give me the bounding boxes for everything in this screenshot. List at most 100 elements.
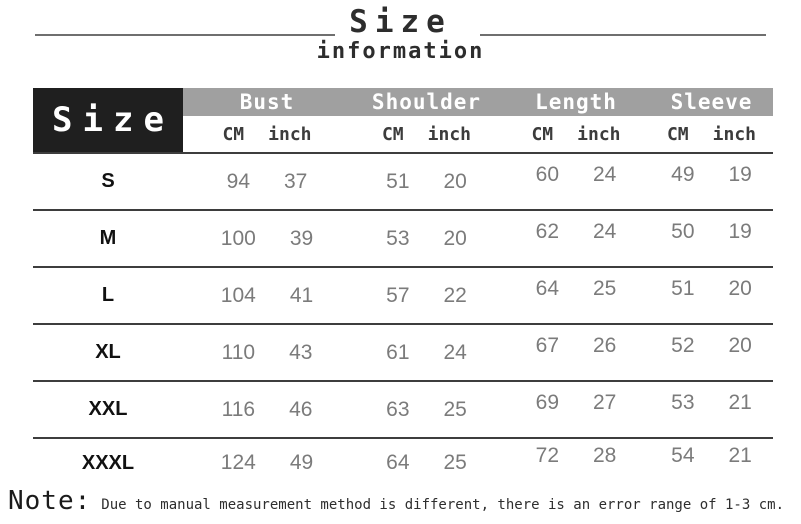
bust-values: 100 39 xyxy=(183,227,351,251)
bust-values: 94 37 xyxy=(183,170,351,194)
shoulder-cm-value: 64 xyxy=(386,451,410,474)
length-cm-value: 60 xyxy=(535,162,559,186)
sleeve-values: 52 20 xyxy=(650,334,773,358)
size-label: L xyxy=(101,284,115,306)
bust-inch-value: 49 xyxy=(289,451,314,474)
unit-row-shoulder: CM inch xyxy=(351,116,502,152)
shoulder-values: 51 20 xyxy=(351,170,502,194)
shoulder-cm-value: 53 xyxy=(386,226,410,250)
bust-values: 110 43 xyxy=(183,341,351,365)
bust-cm-value: 104 xyxy=(220,283,256,307)
bust-inch-value: 46 xyxy=(289,397,313,421)
length-values: 67 26 xyxy=(502,334,650,358)
shoulder-inch-value: 24 xyxy=(443,340,467,364)
unit-cm-label: CM xyxy=(222,123,245,145)
sleeve-values: 50 19 xyxy=(650,220,773,244)
sleeve-values: 51 20 xyxy=(650,277,773,301)
note: Note: Due to manual measurement method i… xyxy=(8,486,800,516)
note-label: Note: xyxy=(8,486,92,516)
bust-cm-value: 124 xyxy=(220,451,256,474)
bust-values: 104 41 xyxy=(183,284,351,308)
shoulder-inch-value: 20 xyxy=(443,226,467,250)
title-divider-left xyxy=(35,34,335,36)
table-row: M 100 39 53 20 62 24 50 19 xyxy=(33,209,773,266)
length-values: 60 24 xyxy=(502,163,650,187)
sleeve-cm-value: 51 xyxy=(671,276,695,300)
sleeve-cm-value: 49 xyxy=(671,162,695,186)
size-corner-label: Size xyxy=(33,88,183,152)
size-label: XXXL xyxy=(81,451,135,474)
shoulder-inch-value: 20 xyxy=(443,169,467,193)
shoulder-inch-value: 25 xyxy=(443,397,467,421)
sleeve-values: 49 19 xyxy=(650,163,773,187)
column-header-sleeve: Sleeve xyxy=(650,88,773,116)
shoulder-cm-value: 63 xyxy=(386,397,410,421)
length-inch-value: 28 xyxy=(593,444,617,467)
sleeve-cm-value: 50 xyxy=(671,219,695,243)
shoulder-inch-value: 25 xyxy=(443,451,467,474)
unit-row-sleeve: CM inch xyxy=(650,116,773,152)
unit-inch-label: inch xyxy=(712,123,757,145)
length-cm-value: 62 xyxy=(535,219,559,243)
shoulder-cm-value: 61 xyxy=(386,340,410,364)
unit-cm-label: CM xyxy=(666,123,689,145)
note-text: Due to manual measurement method is diff… xyxy=(101,497,785,513)
length-cm-value: 72 xyxy=(535,444,559,467)
length-values: 72 28 xyxy=(502,444,650,468)
shoulder-cm-value: 51 xyxy=(386,169,410,193)
bust-inch-value: 37 xyxy=(284,169,308,193)
bust-inch-value: 39 xyxy=(289,226,314,250)
length-inch-value: 24 xyxy=(593,162,617,186)
bust-values: 124 49 xyxy=(183,451,351,475)
length-values: 69 27 xyxy=(502,391,650,415)
sleeve-inch-value: 20 xyxy=(728,333,752,357)
length-inch-value: 27 xyxy=(593,390,617,414)
table-header: Size Bust Shoulder Length Sleeve CM inch… xyxy=(33,88,773,152)
shoulder-values: 61 24 xyxy=(351,341,502,365)
table-row: XL 110 43 61 24 67 26 52 20 xyxy=(33,323,773,380)
length-inch-value: 25 xyxy=(593,276,617,300)
size-label: XXL xyxy=(88,398,128,420)
length-inch-value: 26 xyxy=(593,333,617,357)
bust-cm-value: 94 xyxy=(226,169,250,193)
size-label: XL xyxy=(95,341,121,363)
sleeve-inch-value: 19 xyxy=(728,219,752,243)
sleeve-inch-value: 21 xyxy=(728,444,752,467)
sleeve-cm-value: 54 xyxy=(671,444,695,467)
size-table: Size Bust Shoulder Length Sleeve CM inch… xyxy=(33,88,773,487)
shoulder-cm-value: 57 xyxy=(386,283,410,307)
length-values: 62 24 xyxy=(502,220,650,244)
table-row: XXXL 124 49 64 25 72 28 54 21 xyxy=(33,437,773,487)
unit-inch-label: inch xyxy=(577,123,621,145)
sleeve-inch-value: 20 xyxy=(728,276,752,300)
sleeve-values: 53 21 xyxy=(650,391,773,415)
unit-cm-label: CM xyxy=(531,123,554,145)
bust-cm-value: 100 xyxy=(220,226,256,250)
sleeve-inch-value: 21 xyxy=(728,390,752,414)
column-header-length: Length xyxy=(502,88,650,116)
table-body: S 94 37 51 20 60 24 49 19 M 100 39 53 20… xyxy=(33,152,773,487)
unit-row-bust: CM inch xyxy=(183,116,351,152)
sleeve-values: 54 21 xyxy=(650,444,773,468)
size-label: S xyxy=(101,170,115,192)
sleeve-inch-value: 19 xyxy=(728,162,752,186)
sleeve-cm-value: 53 xyxy=(671,390,695,414)
shoulder-values: 57 22 xyxy=(351,284,502,308)
bust-inch-value: 43 xyxy=(289,340,313,364)
length-cm-value: 64 xyxy=(535,276,559,300)
unit-inch-label: inch xyxy=(427,123,472,145)
shoulder-values: 63 25 xyxy=(351,398,502,422)
column-header-bust: Bust xyxy=(183,88,351,116)
shoulder-inch-value: 22 xyxy=(443,283,467,307)
sleeve-cm-value: 52 xyxy=(671,333,695,357)
table-row: L 104 41 57 22 64 25 51 20 xyxy=(33,266,773,323)
length-cm-value: 67 xyxy=(535,333,559,357)
length-values: 64 25 xyxy=(502,277,650,301)
bust-cm-value: 116 xyxy=(221,397,256,421)
title-sub: information xyxy=(316,38,485,64)
bust-cm-value: 110 xyxy=(221,340,256,364)
bust-inch-value: 41 xyxy=(289,283,314,307)
bust-values: 116 46 xyxy=(183,398,351,422)
page-title: Size information xyxy=(0,6,801,63)
